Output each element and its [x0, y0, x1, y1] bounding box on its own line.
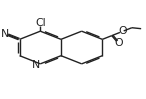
Text: N: N [1, 29, 9, 39]
Text: Cl: Cl [35, 18, 46, 28]
Text: O: O [118, 26, 127, 36]
Text: N: N [32, 60, 40, 70]
Text: O: O [114, 38, 122, 48]
